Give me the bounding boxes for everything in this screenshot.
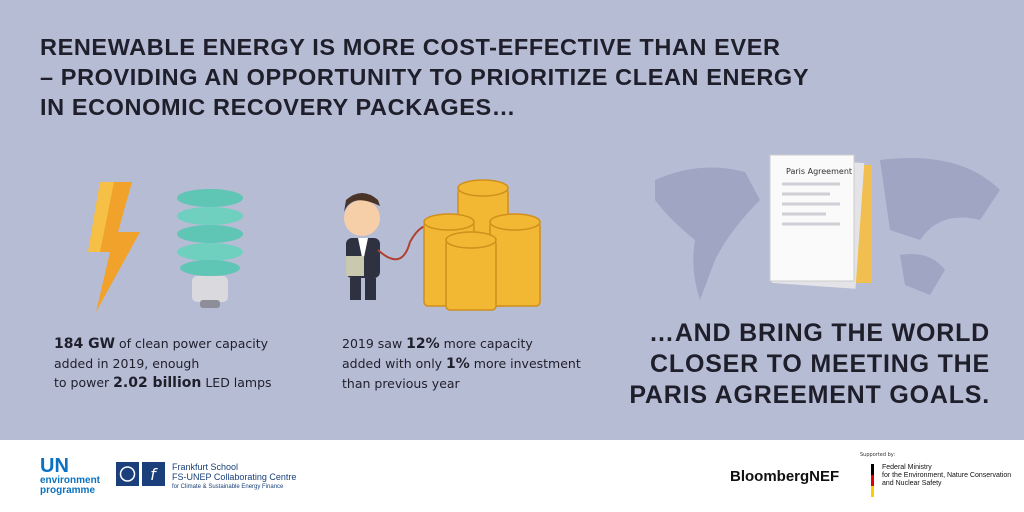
stat-figure: 12% — [406, 336, 440, 352]
headline: RENEWABLE ENERGY IS MORE COST-EFFECTIVE … — [40, 32, 809, 122]
stat-figure: 184 GW — [54, 336, 116, 352]
stat-figure: 2.02 billion — [113, 375, 202, 391]
ministry-logo: Federal Ministry for the Environment, Na… — [882, 464, 1011, 488]
bnef-logo: BloombergNEF — [730, 468, 840, 485]
logo-text: UN — [40, 455, 69, 477]
german-flag — [871, 464, 874, 497]
headline-line: RENEWABLE ENERGY IS MORE COST-EFFECTIVE … — [40, 34, 781, 60]
headline-line: – PROVIDING AN OPPORTUNITY TO PRIORITIZE… — [40, 64, 810, 90]
logo-text: Frankfurt School — [172, 462, 239, 472]
stat-text: more capacity — [439, 336, 533, 351]
paris-agreement-document: Paris Agreement — [769, 154, 872, 289]
illustrations: Paris Agreement — [88, 154, 1000, 312]
stat-investment: 2019 saw 12% more capacity added with on… — [342, 334, 581, 393]
conclusion-line: …AND BRING THE WORLD — [649, 319, 990, 347]
unep-logo: UN environment programme — [40, 456, 100, 496]
svg-text:f: f — [150, 465, 158, 484]
stat-text: 2019 saw — [342, 336, 407, 351]
conclusion-line: CLOSER TO MEETING THE — [650, 350, 990, 378]
logo-text: Federal Ministry — [882, 464, 932, 471]
logo-text: for the Environment, Nature Conservation — [882, 472, 1012, 479]
stat-figure: 1% — [446, 356, 470, 372]
stat-text: LED lamps — [201, 375, 272, 390]
conclusion-line: PARIS AGREEMENT GOALS. — [629, 381, 990, 409]
frankfurt-logo-mark: f — [116, 462, 165, 486]
document-label: Paris Agreement — [786, 167, 852, 176]
logo-text: programme — [40, 485, 96, 496]
logo-text: for Climate & Sustainable Energy Finance — [172, 484, 284, 490]
footer: UN environment programme f Frankfurt Sch… — [0, 440, 1024, 512]
stat-text: added with only — [342, 356, 447, 371]
stat-text: more investment — [469, 356, 581, 371]
logo-text: FS-UNEP Collaborating Centre — [172, 472, 297, 482]
coins-icon — [423, 179, 541, 311]
logo-text: environment — [40, 475, 101, 486]
stat-capacity: 184 GW of clean power capacity added in … — [54, 334, 272, 393]
businessman-icon — [344, 193, 431, 300]
stat-text: added in 2019, enough — [54, 356, 200, 371]
stat-text: to power — [54, 375, 114, 390]
conclusion: …AND BRING THE WORLD CLOSER TO MEETING T… — [629, 318, 990, 411]
supported-by: Supported by: — [860, 452, 896, 458]
world-map — [655, 158, 1000, 300]
logo-text: and Nuclear Safety — [882, 480, 942, 487]
headline-line: IN ECONOMIC RECOVERY PACKAGES… — [40, 94, 516, 120]
stat-text: than previous year — [342, 376, 460, 391]
stat-text: of clean power capacity — [115, 336, 268, 351]
led-bulb-icon — [177, 189, 243, 308]
frankfurt-logo: Frankfurt School FS-UNEP Collaborating C… — [172, 462, 296, 492]
lightning-highlight — [88, 182, 114, 252]
